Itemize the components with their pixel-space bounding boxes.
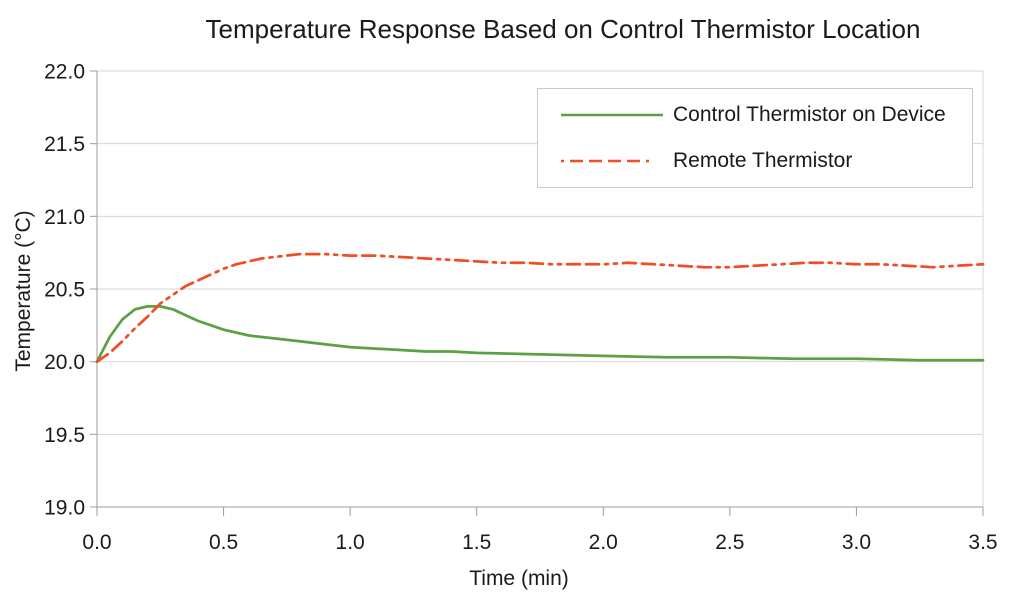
- y-tick-label: 22.0: [44, 61, 85, 84]
- series-line-remote-thermistor: [95, 252, 985, 364]
- legend-item-remote-thermistor: Remote Thermistor: [560, 149, 972, 173]
- legend-swatch-solid-line-icon: [561, 113, 663, 117]
- chart-title: Temperature Response Based on Control Th…: [205, 14, 921, 44]
- legend-label-remote-thermistor: Remote Thermistor: [673, 149, 853, 172]
- series-line-control-thermistor: [95, 305, 985, 364]
- y-axis-title: Temperature (°C): [12, 210, 35, 372]
- y-tick-label: 21.0: [44, 206, 85, 229]
- x-tick-label: 1.0: [336, 531, 365, 554]
- x-tick-label: 2.5: [715, 531, 744, 554]
- x-tick-label: 0.5: [209, 531, 238, 554]
- x-axis-title: Time (min): [469, 567, 569, 590]
- legend-swatch-dashed-line-icon: [561, 159, 663, 163]
- legend: Control Thermistor on Device Remote Ther…: [537, 88, 973, 188]
- y-tick-label: 21.5: [44, 133, 85, 156]
- x-tick-label: 3.5: [968, 531, 997, 554]
- x-tick-label: 0.0: [82, 531, 111, 554]
- y-tick-label: 19.0: [44, 497, 85, 520]
- y-tick-label: 19.5: [44, 424, 85, 447]
- x-tick-label: 1.5: [462, 531, 491, 554]
- x-tick-label: 2.0: [589, 531, 618, 554]
- x-tick-label: 3.0: [842, 531, 871, 554]
- y-tick-label: 20.5: [44, 279, 85, 302]
- legend-label-control-thermistor: Control Thermistor on Device: [673, 103, 946, 126]
- y-tick-label: 20.0: [44, 351, 85, 374]
- legend-item-control-thermistor: Control Thermistor on Device: [560, 103, 972, 127]
